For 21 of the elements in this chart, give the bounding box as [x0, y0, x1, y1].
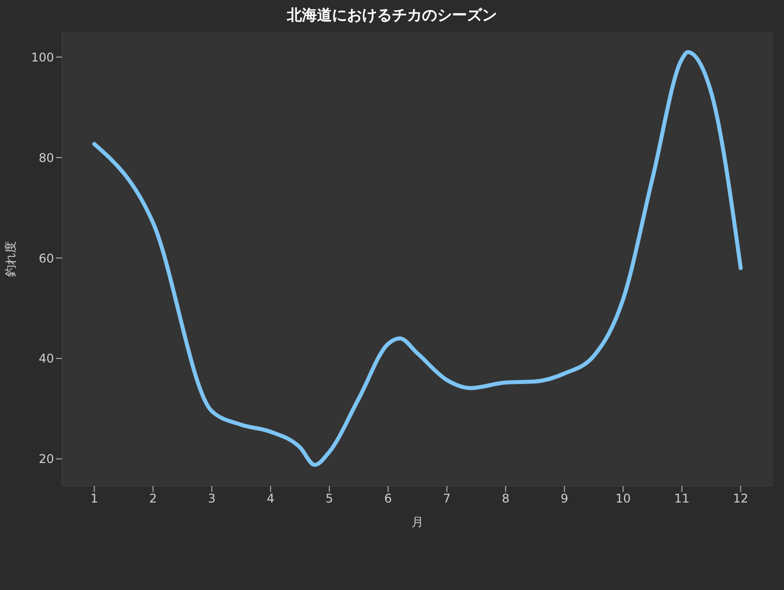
y-tick-label: 20: [38, 452, 54, 466]
x-tick-label: 3: [208, 492, 216, 506]
x-tick-label: 11: [674, 492, 690, 506]
x-tick-label: 7: [443, 492, 451, 506]
y-tick-label: 40: [38, 352, 54, 366]
y-tick-label: 60: [38, 251, 54, 266]
y-axis-title: 釣れ度: [3, 241, 18, 277]
x-tick-label: 9: [560, 492, 568, 506]
x-tick-label: 5: [326, 492, 334, 506]
chart-title: 北海道におけるチカのシーズン: [286, 6, 498, 25]
x-axis-title: 月: [412, 515, 424, 529]
y-tick-label: 100: [31, 50, 54, 64]
x-tick-label: 10: [616, 492, 631, 506]
line-series: [92, 50, 743, 467]
x-tick-label: 6: [384, 492, 392, 506]
x-tick-label: 4: [266, 492, 274, 506]
x-tick-label: 12: [733, 492, 748, 506]
x-tick-label: 1: [90, 492, 98, 506]
x-tick-label: 8: [502, 492, 510, 506]
x-tick-label: 2: [149, 492, 157, 506]
y-tick-label: 80: [38, 150, 54, 165]
